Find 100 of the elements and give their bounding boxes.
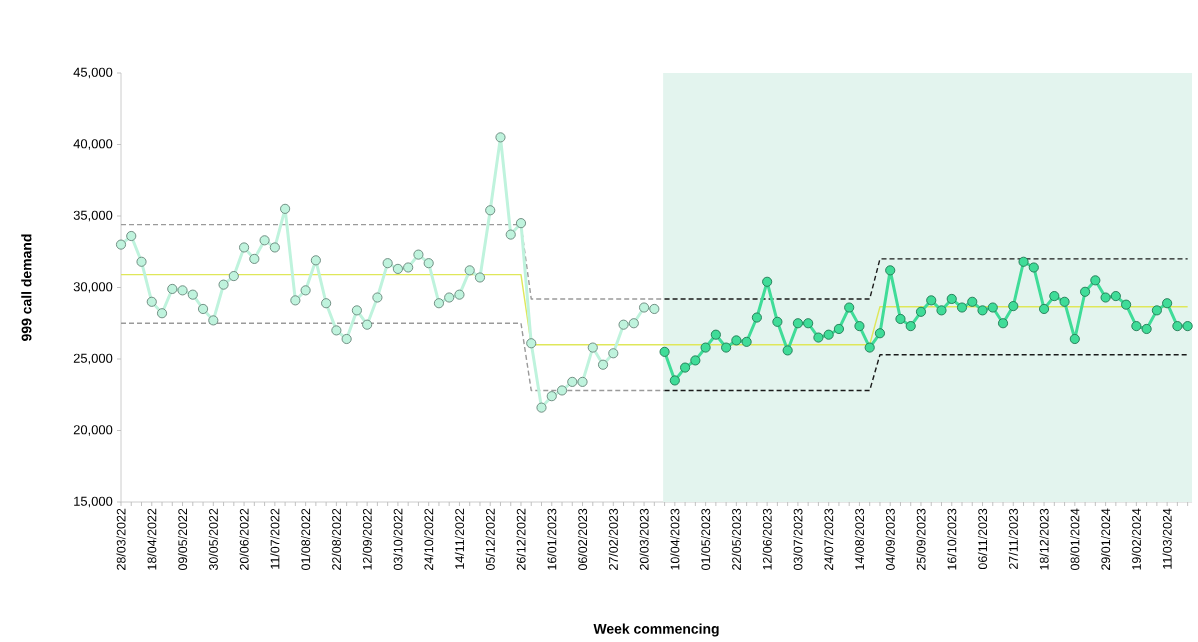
- point: [474, 272, 486, 283]
- x-tick-label: 22/05/2023: [731, 508, 741, 570]
- point: [751, 312, 762, 323]
- point: [187, 289, 198, 300]
- point: [874, 328, 885, 339]
- point: [526, 338, 537, 349]
- point: [556, 385, 568, 396]
- point: [639, 302, 650, 313]
- point: [515, 218, 527, 229]
- point: [146, 296, 157, 307]
- point: [464, 265, 475, 276]
- point: [495, 132, 506, 143]
- point: [905, 321, 916, 332]
- point: [454, 289, 465, 300]
- point: [803, 318, 814, 329]
- point: [1100, 292, 1111, 303]
- x-tick-label: 30/05/2022: [208, 508, 218, 571]
- point: [1110, 291, 1121, 302]
- point: [1131, 321, 1142, 332]
- x-tick-label: 01/08/2022: [301, 508, 311, 571]
- point: [721, 342, 732, 353]
- x-tick-label: 12/09/2022: [362, 508, 372, 570]
- x-tick-label: 01/05/2023: [701, 508, 711, 571]
- x-tick-label: 06/11/2023: [977, 508, 988, 570]
- point: [290, 295, 301, 306]
- x-tick-label: 05/12/2022: [485, 508, 495, 571]
- point: [997, 318, 1009, 329]
- point: [413, 249, 424, 260]
- x-axis-title: Week commencing: [593, 623, 719, 637]
- point: [577, 376, 588, 387]
- point: [403, 262, 414, 273]
- point: [444, 292, 455, 303]
- x-tick-label: 24/07/2023: [824, 508, 834, 570]
- x-tick-label: 08/01/2024: [1070, 508, 1080, 571]
- point: [1008, 301, 1019, 312]
- point: [690, 355, 701, 366]
- point: [885, 265, 896, 276]
- point: [864, 342, 875, 353]
- y-tick-label: 35,000: [73, 210, 113, 222]
- point: [587, 342, 598, 353]
- point: [239, 242, 250, 253]
- point: [659, 346, 670, 357]
- point: [433, 298, 444, 309]
- x-tick-label: 19/02/2024: [1131, 508, 1141, 570]
- point: [1182, 321, 1193, 332]
- point: [228, 271, 239, 282]
- x-tick-label: 26/12/2022: [516, 508, 526, 570]
- point: [567, 376, 578, 387]
- point: [1069, 333, 1080, 345]
- y-axis-title: 999 call demand: [21, 234, 32, 341]
- x-tick-label: 27/11/2023: [1008, 508, 1018, 569]
- x-tick-label: 11/03/2024: [1162, 508, 1172, 569]
- point: [967, 296, 978, 307]
- x-tick-label: 18/04/2022: [147, 508, 157, 570]
- point: [977, 305, 988, 316]
- point: [792, 318, 803, 329]
- point: [392, 263, 403, 274]
- point: [680, 362, 691, 373]
- point: [218, 279, 229, 290]
- point: [608, 348, 619, 359]
- point: [628, 318, 639, 329]
- point: [1049, 291, 1060, 302]
- y-tick-label: 45,000: [73, 67, 113, 79]
- point: [115, 239, 127, 250]
- x-tick-label: 11/07/2022: [270, 508, 280, 569]
- point: [946, 293, 957, 304]
- x-tick-label: 06/02/2023: [577, 508, 588, 571]
- point: [177, 285, 188, 296]
- x-tick-label: 25/09/2023: [916, 508, 926, 570]
- point: [1018, 256, 1029, 267]
- x-tick-label: 14/08/2023: [854, 508, 865, 570]
- point: [249, 253, 260, 264]
- point: [156, 308, 168, 319]
- point: [208, 315, 219, 326]
- point: [423, 258, 434, 269]
- point: [956, 302, 968, 313]
- x-tick-label: 03/10/2022: [393, 508, 403, 571]
- x-tick-label: 20/06/2022: [239, 508, 249, 570]
- point: [167, 283, 178, 294]
- x-tick-label: 04/09/2023: [885, 508, 895, 571]
- point: [823, 329, 834, 340]
- point: [1162, 298, 1173, 309]
- point: [362, 319, 373, 330]
- point: [321, 298, 332, 309]
- x-tick-label: 09/05/2022: [177, 508, 188, 571]
- y-tick-label: 25,000: [73, 353, 113, 365]
- point: [854, 321, 865, 332]
- x-tick-label: 28/03/2022: [116, 508, 126, 570]
- point: [772, 316, 783, 327]
- y-tick-label: 30,000: [73, 282, 113, 293]
- point: [597, 359, 609, 370]
- point: [198, 303, 209, 314]
- point: [259, 235, 270, 246]
- point: [669, 375, 680, 386]
- point: [1141, 323, 1152, 335]
- point: [1090, 275, 1101, 286]
- x-tick-label: 29/01/2024: [1101, 508, 1111, 570]
- point: [782, 345, 793, 356]
- point: [505, 229, 516, 240]
- point: [1080, 286, 1091, 297]
